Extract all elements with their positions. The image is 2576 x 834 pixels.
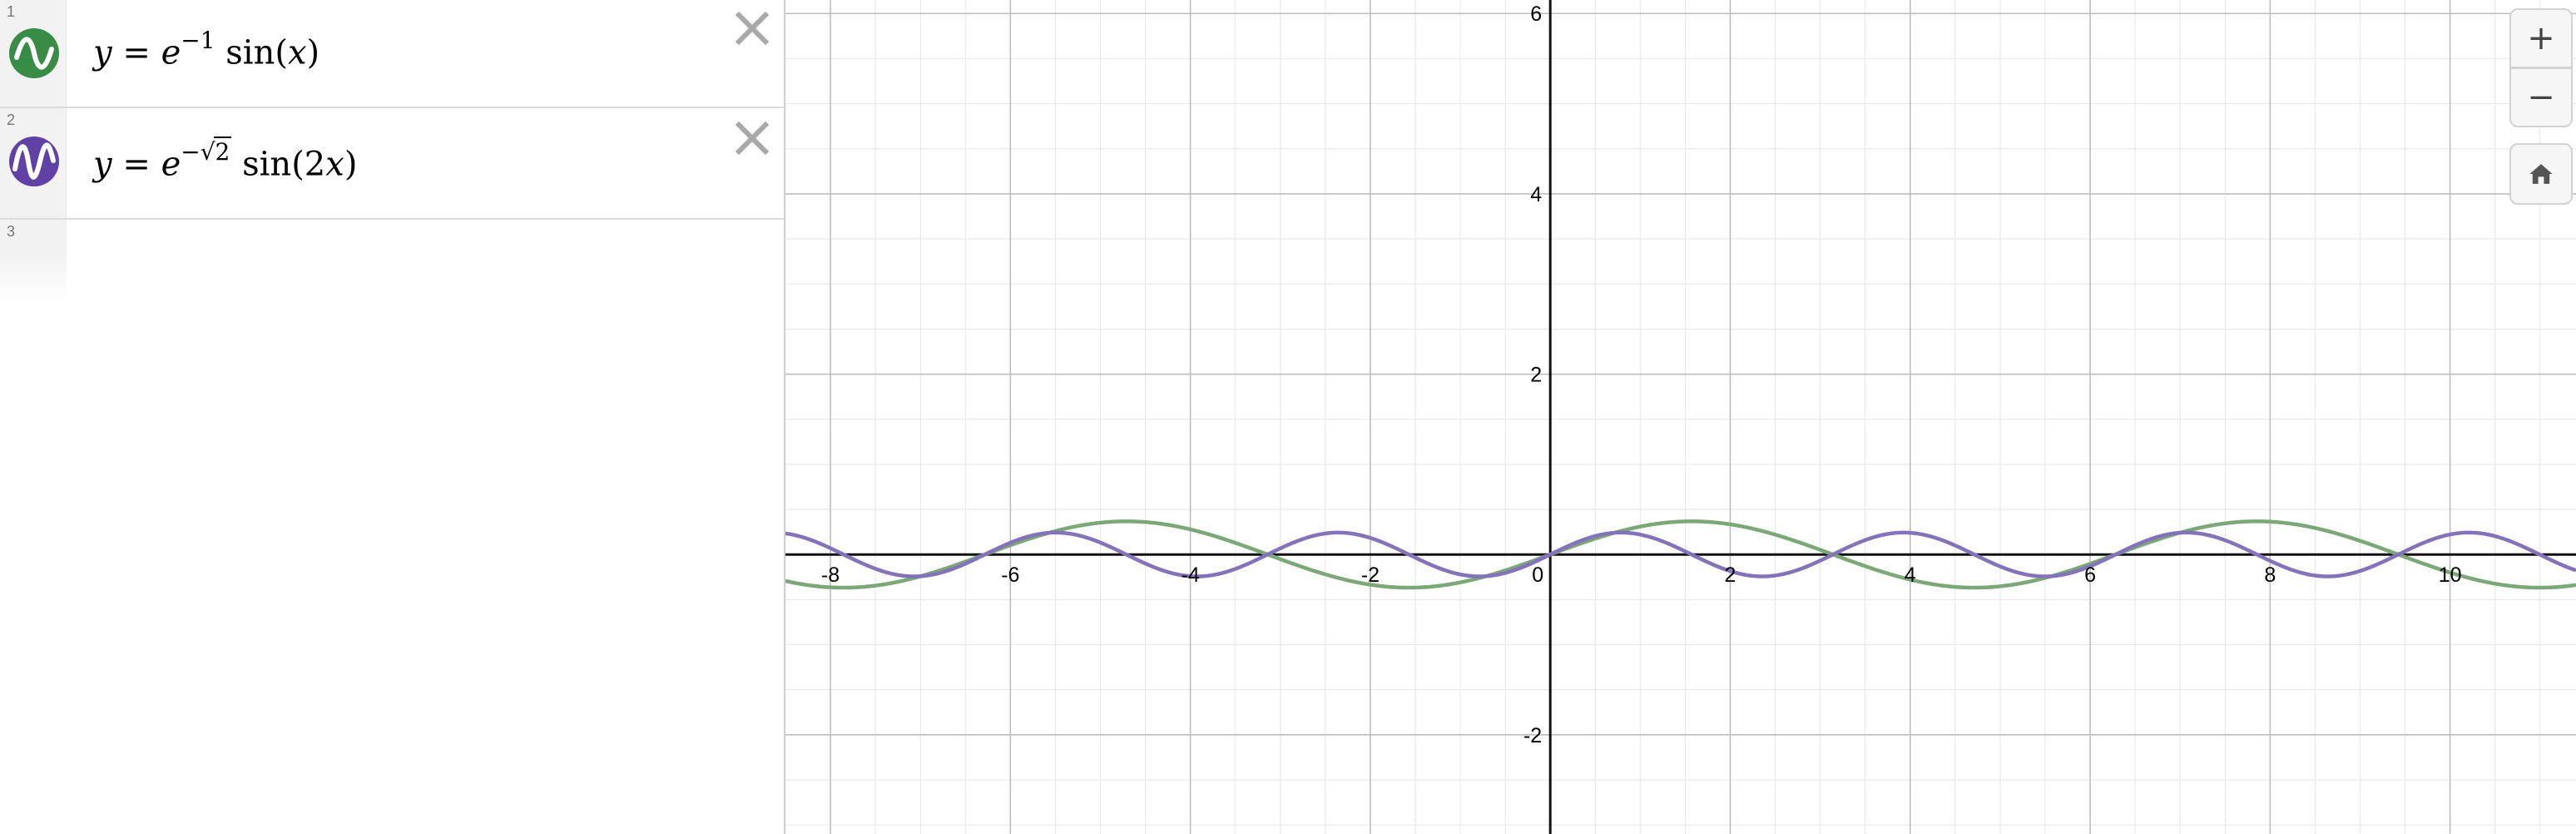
math-equals: = bbox=[111, 145, 161, 184]
curve-2 bbox=[785, 530, 2576, 578]
square-root: √2 bbox=[200, 137, 232, 166]
math-arg-coefficient: 2 bbox=[304, 145, 326, 184]
math-base: e bbox=[161, 33, 181, 72]
delete-expression-button[interactable] bbox=[732, 118, 772, 158]
x-tick-label: -4 bbox=[1181, 563, 1200, 587]
math-function: sin bbox=[242, 145, 292, 184]
close-icon bbox=[735, 121, 770, 156]
math-open-paren: ( bbox=[291, 145, 305, 184]
exponent-value: 1 bbox=[200, 27, 215, 54]
x-tick-label: 6 bbox=[2084, 563, 2096, 587]
math-close-paren: ) bbox=[344, 145, 358, 184]
expression-gutter: 2 bbox=[0, 108, 67, 218]
x-tick-label: 2 bbox=[1725, 563, 1736, 587]
sine-wave-icon[interactable] bbox=[8, 27, 60, 79]
x-tick-labels: -8 -6 -4 -2 0 2 4 6 8 10 bbox=[821, 563, 2462, 587]
math-arg-variable: x bbox=[325, 145, 344, 184]
math-function: sin bbox=[225, 33, 275, 72]
graph-canvas[interactable]: -8 -6 -4 -2 0 2 4 6 8 10 6 4 2 -2 bbox=[785, 0, 2576, 834]
expression-row-2[interactable]: 2 y = e−√2 sin(2x) bbox=[0, 108, 784, 220]
x-tick-label: -8 bbox=[821, 563, 840, 587]
y-tick-labels: 6 4 2 -2 bbox=[1523, 2, 1542, 747]
expression-list: 1 y = e−1 sin(x) 2 y = e−√2 sin(2x) bbox=[0, 0, 785, 834]
x-tick-label: -6 bbox=[1001, 563, 1019, 587]
y-tick-label: 2 bbox=[1530, 364, 1542, 387]
math-equals: = bbox=[111, 33, 161, 72]
expression-row-3[interactable]: 3 bbox=[0, 220, 784, 303]
math-close-paren: ) bbox=[306, 33, 320, 72]
math-base: e bbox=[161, 145, 181, 184]
x-tick-label: 8 bbox=[2264, 563, 2276, 587]
axes bbox=[785, 0, 2576, 834]
delete-expression-button[interactable] bbox=[732, 8, 772, 48]
radicand: 2 bbox=[213, 137, 232, 166]
math-exponent: −1 bbox=[181, 27, 215, 54]
y-tick-label: 6 bbox=[1530, 2, 1542, 26]
expression-index: 2 bbox=[7, 112, 16, 128]
home-icon bbox=[2529, 164, 2553, 184]
home-button[interactable] bbox=[2509, 143, 2573, 205]
math-exponent: −√2 bbox=[181, 137, 232, 166]
math-open-paren: ( bbox=[275, 33, 288, 72]
expression-index: 3 bbox=[7, 223, 16, 240]
x-tick-label: 0 bbox=[1532, 563, 1543, 587]
close-icon bbox=[735, 11, 770, 46]
expression-gutter: 3 bbox=[0, 220, 67, 303]
expression-gutter: 1 bbox=[0, 0, 67, 107]
sine-wave-icon[interactable] bbox=[8, 136, 60, 187]
expression-row-1[interactable]: 1 y = e−1 sin(x) bbox=[0, 0, 784, 108]
minor-gridlines bbox=[785, 0, 2576, 834]
radical-sign: √ bbox=[200, 138, 215, 166]
math-arg-variable: x bbox=[287, 33, 307, 72]
exponent-sign: − bbox=[181, 138, 201, 166]
major-gridlines bbox=[785, 0, 2576, 834]
y-tick-label: -2 bbox=[1523, 724, 1542, 747]
math-lhs: y bbox=[93, 33, 112, 72]
expression-math[interactable]: y = e−√2 sin(2x) bbox=[93, 137, 358, 184]
zoom-in-button[interactable]: + bbox=[2509, 8, 2573, 68]
x-tick-label: -2 bbox=[1361, 563, 1380, 587]
exponent-sign: − bbox=[181, 27, 201, 54]
x-tick-label: 4 bbox=[1905, 563, 1916, 587]
math-lhs: y bbox=[93, 145, 112, 184]
expression-math[interactable]: y = e−1 sin(x) bbox=[93, 27, 320, 72]
y-tick-label: 4 bbox=[1530, 183, 1542, 206]
curve-1 bbox=[785, 519, 2576, 590]
zoom-out-button[interactable]: − bbox=[2509, 67, 2573, 127]
graph-curves bbox=[785, 519, 2576, 590]
expression-index: 1 bbox=[7, 3, 16, 20]
x-tick-label: 10 bbox=[2439, 563, 2462, 587]
